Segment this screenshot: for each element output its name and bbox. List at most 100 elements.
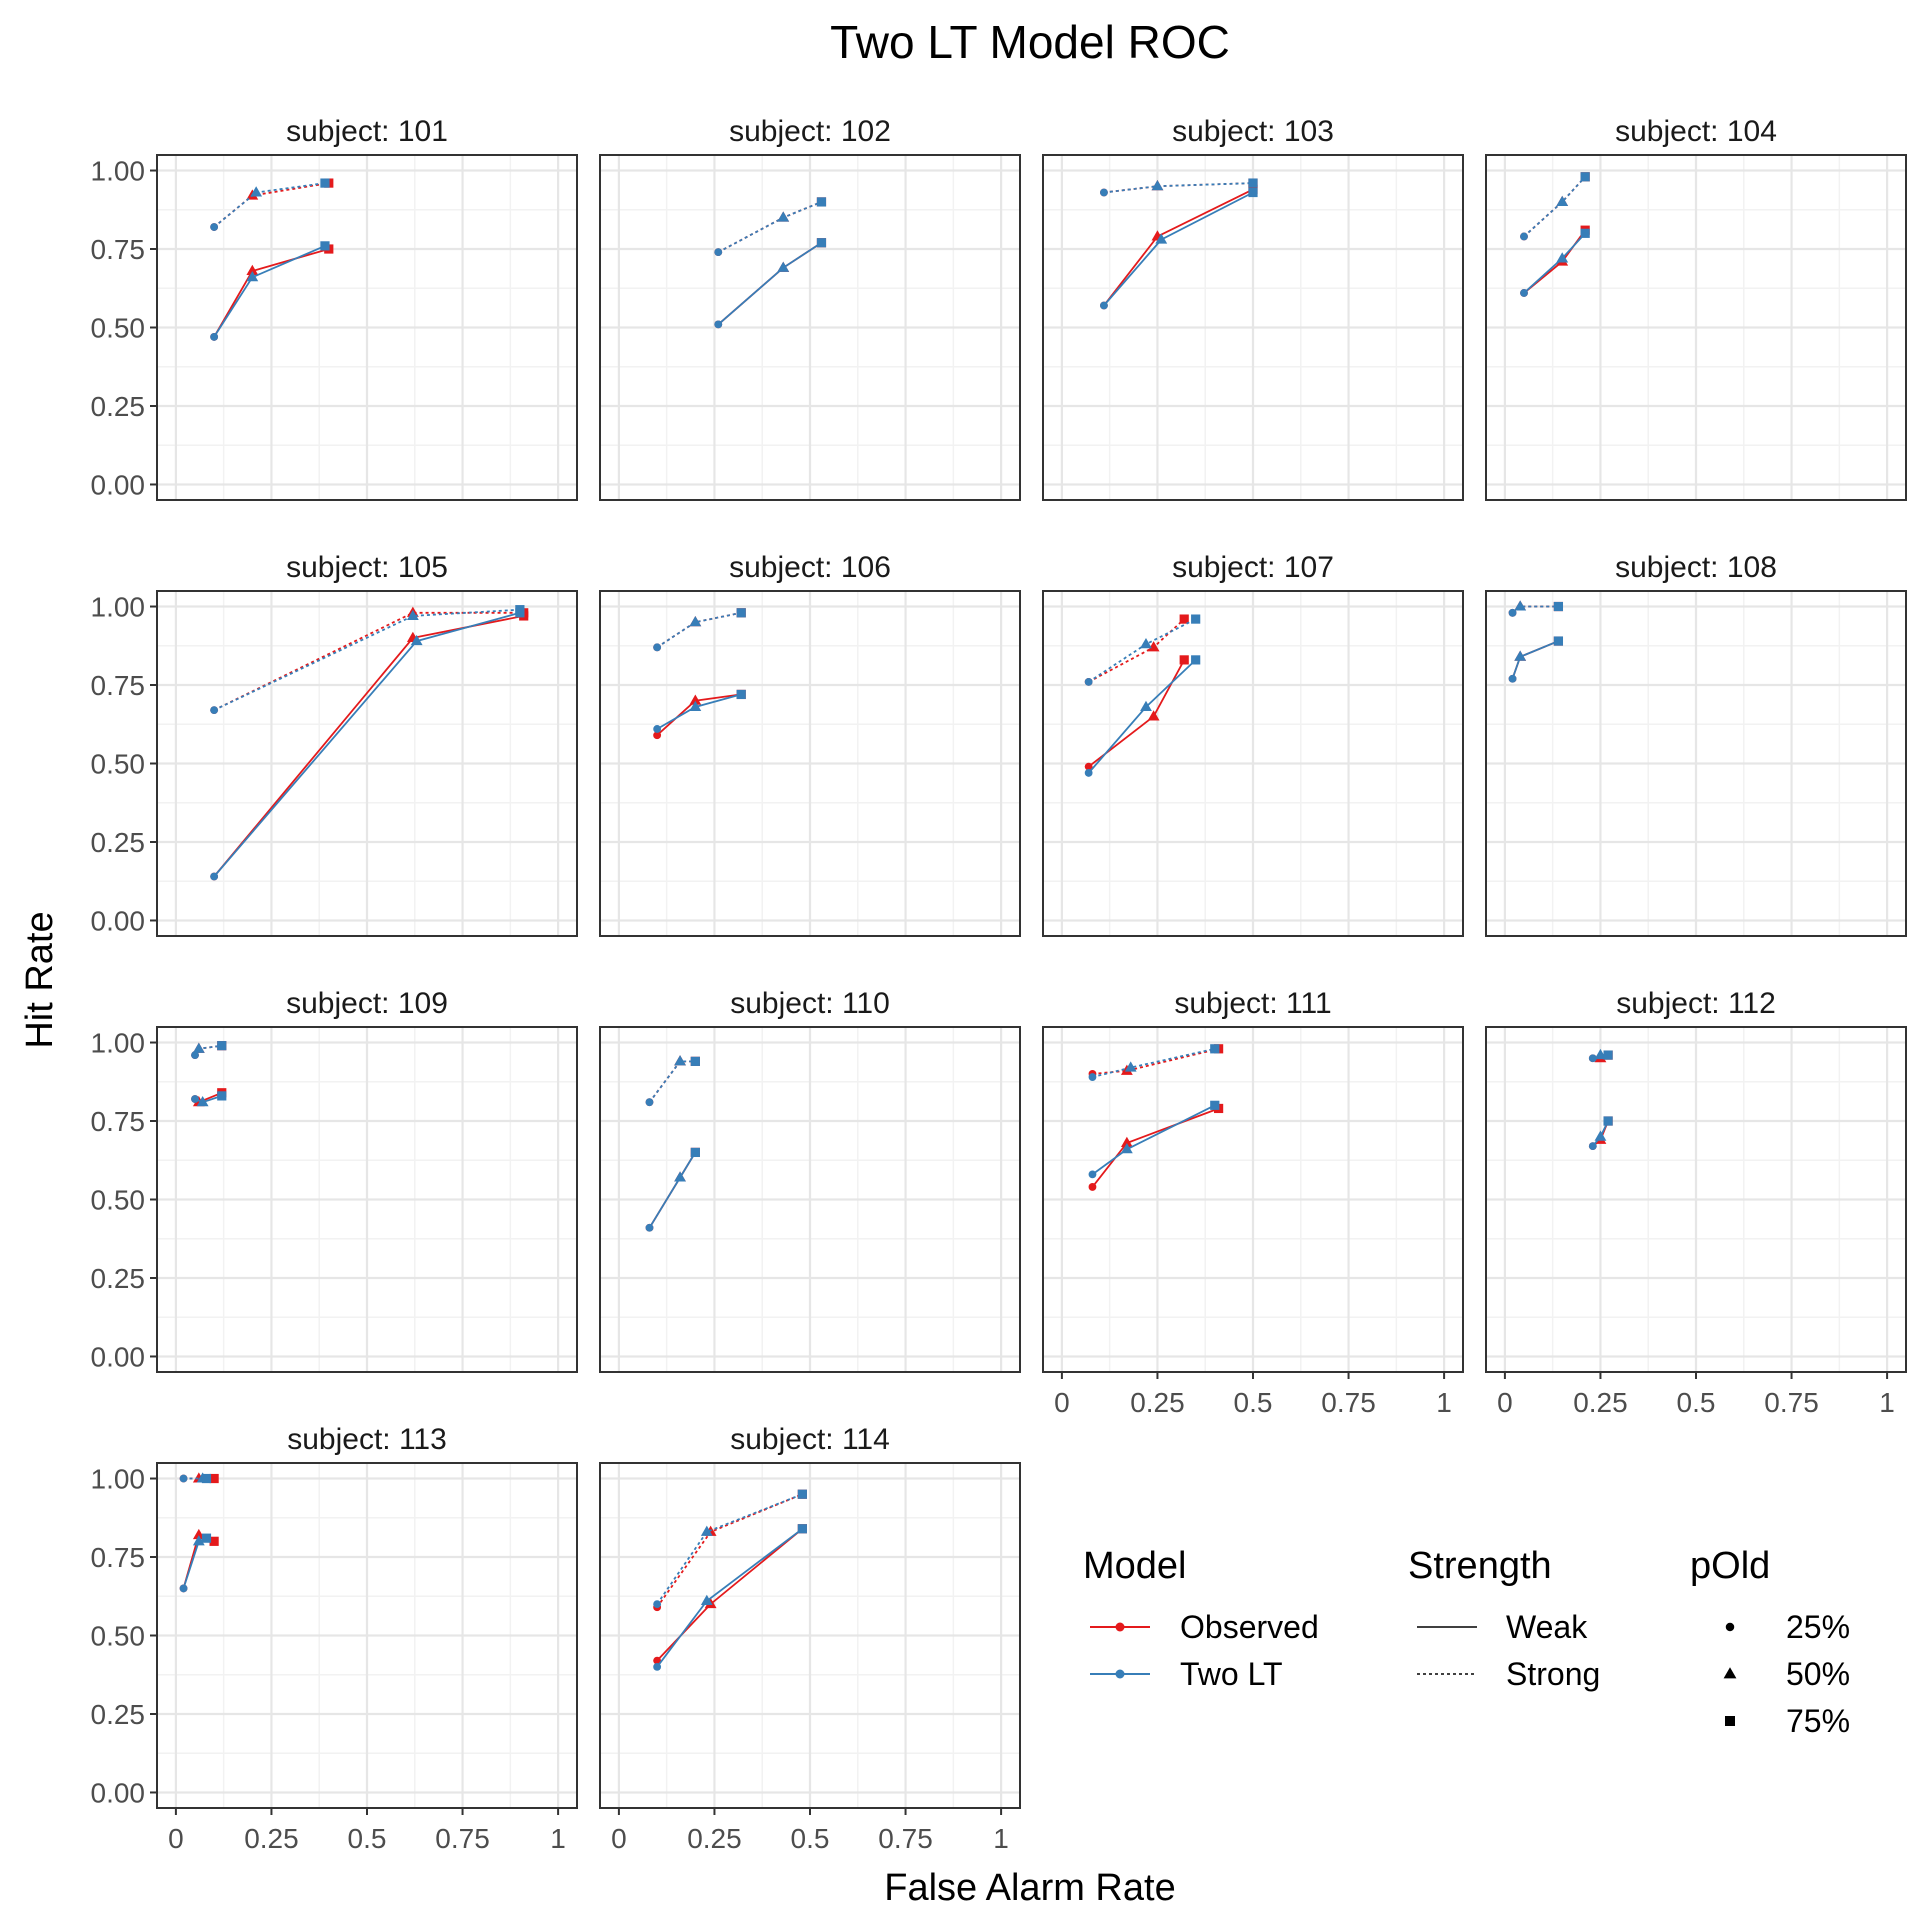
series-two-lt <box>653 608 746 733</box>
data-point <box>1603 1116 1613 1126</box>
data-point <box>209 1536 219 1546</box>
panel-grid <box>157 591 577 936</box>
series-two-lt <box>1100 178 1258 310</box>
facet-panel-102: subject: 102 <box>599 115 1021 501</box>
data-point <box>736 689 746 700</box>
data-point <box>320 241 330 251</box>
x-tick-label: 0.5 <box>791 1823 830 1854</box>
x-tick-label: 1 <box>993 1823 1009 1854</box>
y-tick-label: 0.75 <box>91 1106 146 1137</box>
x-tick-label: 0 <box>1497 1387 1513 1418</box>
data-point <box>714 248 723 257</box>
data-point <box>217 1041 227 1051</box>
data-point <box>179 1584 188 1593</box>
panel-grid <box>1043 591 1463 936</box>
data-point <box>1580 172 1590 182</box>
legend-label: 25% <box>1786 1609 1850 1645</box>
y-tick-label: 1.00 <box>91 156 146 187</box>
data-point <box>1508 608 1517 617</box>
facet-panel-110: subject: 110 <box>599 987 1021 1373</box>
data-point <box>1191 614 1201 624</box>
data-point <box>1100 301 1108 310</box>
data-point <box>201 1533 212 1543</box>
y-tick-label: 0.50 <box>91 1185 146 1216</box>
data-point <box>515 605 525 615</box>
data-point <box>653 725 662 733</box>
panel-grid <box>1486 155 1906 500</box>
legend-label: 50% <box>1786 1656 1850 1692</box>
data-point <box>406 609 419 620</box>
legend-key-point <box>1115 1669 1125 1679</box>
legend-title-pold: pOld <box>1690 1545 1770 1587</box>
y-tick-label: 0.50 <box>91 1621 146 1652</box>
roc-line-strong <box>656 1493 803 1605</box>
data-point <box>1084 677 1093 686</box>
facet-panel-111: subject: 111 0 0.25 0.5 0.75 1 <box>1042 987 1464 1418</box>
series-two-lt <box>653 1489 807 1671</box>
data-point <box>192 1535 205 1546</box>
x-tick-label: 0.5 <box>348 1823 387 1854</box>
data-point <box>1088 1170 1097 1179</box>
data-point <box>700 1594 713 1606</box>
roc-line-strong <box>213 611 524 711</box>
panel-border <box>1042 154 1464 501</box>
y-tick-label: 0.75 <box>91 670 146 701</box>
facet-strip-title: subject: 114 <box>730 1423 890 1456</box>
facet-strip-title: subject: 104 <box>1615 115 1777 148</box>
data-point <box>1140 700 1152 712</box>
x-tick-label: 1 <box>1436 1387 1452 1418</box>
facet-panel-109: subject: 109 0.00 0.25 0.50 0.75 1.00 <box>91 987 578 1373</box>
data-point <box>1520 289 1528 297</box>
legend: Model Observed Two LT Strength Weak Strong pOl… <box>1083 1545 1850 1739</box>
y-tick-label: 0.50 <box>91 749 146 780</box>
data-point <box>246 264 259 276</box>
facet-strip-title: subject: 107 <box>1172 551 1334 584</box>
panel-border <box>1485 154 1907 501</box>
legend-title-model: Model <box>1083 1545 1187 1587</box>
panel-grid <box>1486 1027 1906 1372</box>
data-point <box>1210 1100 1220 1110</box>
facet-panel-106: subject: 106 <box>599 551 1021 937</box>
panel-grid <box>157 1027 577 1372</box>
x-tick-label: 0.75 <box>435 1823 490 1854</box>
facet-panel-104: subject: 104 <box>1485 115 1907 501</box>
panel-grid <box>1043 1027 1463 1372</box>
data-point <box>1248 178 1258 188</box>
data-point <box>1179 655 1189 665</box>
data-point <box>1210 1044 1220 1054</box>
series-observed <box>1084 614 1189 771</box>
legend-label: Strong <box>1506 1656 1600 1692</box>
series-two-lt <box>191 1041 227 1107</box>
data-point <box>674 1171 686 1182</box>
data-point <box>1140 637 1152 649</box>
x-tick-label: 0.75 <box>1321 1387 1376 1418</box>
data-point <box>1553 636 1564 646</box>
y-tick-label: 0.00 <box>91 1341 146 1372</box>
panel-border <box>599 590 1021 937</box>
data-point <box>1520 232 1528 241</box>
data-point <box>196 1095 209 1107</box>
data-point <box>689 694 702 705</box>
facet-panels: subject: 1010.000.250.500.751.00subject:… <box>91 115 1907 1854</box>
facet-panel-103: subject: 103 <box>1042 115 1464 501</box>
data-point <box>714 320 723 329</box>
x-tick-label: 1 <box>1879 1387 1895 1418</box>
x-tick-label: 0.25 <box>1130 1387 1185 1418</box>
panel-grid <box>600 1027 1020 1372</box>
data-point <box>816 197 827 207</box>
data-point <box>653 731 662 740</box>
facet-panel-114: subject: 114 0 0.25 0.5 0.75 1 <box>599 1423 1021 1854</box>
data-point <box>1147 641 1160 652</box>
facet-strip-title: subject: 110 <box>730 987 890 1020</box>
data-point <box>217 1091 227 1101</box>
data-point <box>653 1656 662 1665</box>
legend-label: 75% <box>1786 1703 1850 1739</box>
data-point <box>1248 187 1258 198</box>
facet-panel-107: subject: 107 <box>1042 551 1464 937</box>
series-two-lt <box>1588 1048 1613 1151</box>
facet-strip-title: subject: 108 <box>1615 551 1777 584</box>
facet-panel-108: subject: 108 <box>1485 551 1907 937</box>
facet-strip-title: subject: 113 <box>287 1423 447 1456</box>
y-tick-label: 0.25 <box>91 1699 146 1730</box>
data-point <box>1556 252 1569 263</box>
